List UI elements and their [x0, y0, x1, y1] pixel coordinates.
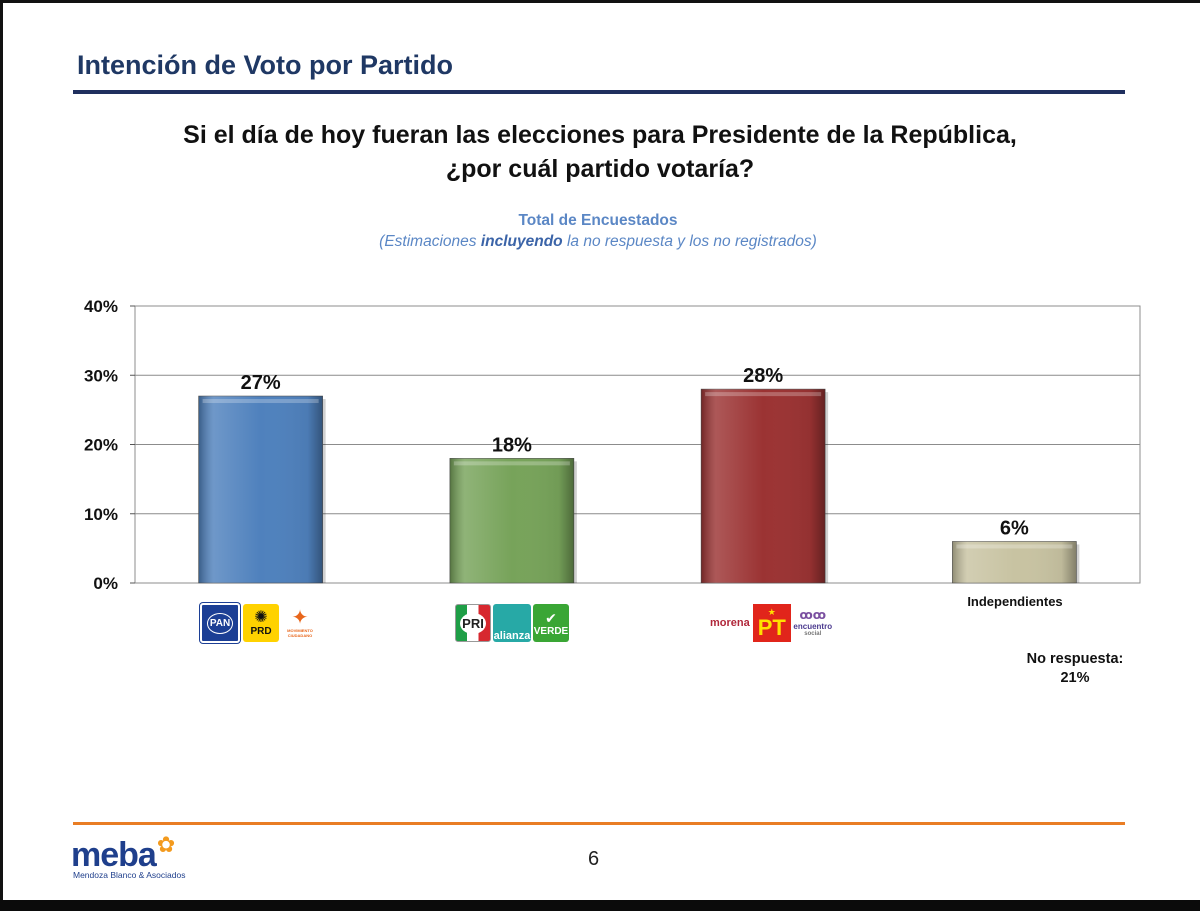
encuentro-logo-text: encuentro [793, 622, 833, 631]
y-tick-label: 0% [93, 574, 118, 593]
bar-top-highlight [202, 399, 319, 404]
note-suffix: la no respuesta y los no registrados) [562, 233, 817, 250]
y-tick-label: 30% [84, 366, 118, 385]
title-rule [73, 90, 1125, 94]
frame-bottom-border [0, 900, 1200, 911]
bar-bevel [952, 541, 1077, 583]
data-label: 27% [241, 372, 281, 394]
bar-bevel [701, 389, 826, 583]
morena-logo-text: morena [710, 617, 750, 629]
encuentro-social-icon: ꝏꝏ [799, 608, 827, 622]
pvem-logo: ✔ VERDE [533, 604, 569, 642]
frame-top-border [0, 0, 1200, 3]
question-line-2: ¿por cuál partido votaría? [445, 155, 755, 183]
footer-rule [73, 822, 1125, 825]
morena-logo: morena [710, 604, 752, 642]
question-line-1: Si el día de hoy fueran las elecciones p… [183, 121, 1017, 149]
bar-chart: 0% 10% 20% 30% 40% 27% 18% 28% 6% [84, 297, 1141, 593]
note-bold: incluyendo [480, 233, 563, 250]
meba-subtitle: Mendoza Blanco & Asociados [73, 870, 186, 880]
star-icon: ★ [767, 606, 776, 617]
chart-subtitle: Total de Encuestados [518, 212, 678, 229]
bar-bevel [449, 458, 574, 583]
y-tick-label: 10% [84, 505, 118, 524]
no-response-label: No respuesta: [1026, 651, 1124, 667]
social-logo-text: social [804, 631, 822, 637]
toucan-icon: ✔ [545, 609, 557, 626]
data-label: 18% [492, 434, 532, 456]
encuentro-social-logo: ꝏꝏ encuentro social [793, 604, 833, 642]
y-tick-label: 20% [84, 436, 118, 455]
nueva-alianza-logo: alianza [493, 604, 531, 642]
coalition-1-logos: PAN ✺ PRD ✦ MOVIMIENTO CIUDADANO [200, 603, 318, 643]
mc-logo: ✦ MOVIMIENTO CIUDADANO [282, 605, 318, 641]
nueva-alianza-logo-text: alianza [493, 630, 531, 642]
prd-logo-text: PRD [250, 625, 272, 637]
note-prefix: (Estimaciones [379, 233, 481, 250]
no-response-value: 21% [1060, 670, 1090, 686]
page-number: 6 [588, 848, 600, 870]
data-label: 6% [1000, 517, 1029, 539]
coalition-2-logos: PRI alianza ✔ VERDE [455, 604, 569, 642]
meba-logo-text: meba [71, 836, 157, 874]
pt-logo: ★ PT [752, 604, 791, 642]
survey-question: Si el día de hoy fueran las elecciones p… [100, 118, 1100, 186]
prd-logo: ✺ PRD [243, 604, 279, 642]
mc-logo-text: MOVIMIENTO CIUDADANO [287, 628, 313, 638]
independientes-label: Independientes [967, 594, 1063, 609]
bar-top-highlight [453, 461, 570, 466]
eagle-icon: ✦ [291, 607, 309, 629]
pvem-logo-text: VERDE [533, 625, 569, 637]
bar-top-highlight [956, 544, 1073, 549]
bar-bevel [198, 396, 323, 583]
slide-title: Intención de Voto por Partido [77, 50, 453, 80]
pri-logo-text: PRI [460, 612, 486, 634]
no-response-note: No respuesta: 21% [1000, 650, 1150, 688]
y-tick-label: 40% [84, 297, 118, 316]
pan-logo-text: PAN [206, 612, 234, 634]
data-label: 28% [743, 365, 783, 387]
meba-logo: meba✿ [71, 832, 175, 875]
pt-logo-text: PT [757, 614, 786, 640]
chart-note: (Estimaciones incluyendo la no respuesta… [300, 233, 896, 251]
sun-icon: ✺ [254, 608, 268, 626]
pan-logo: PAN [200, 603, 240, 643]
meba-flower-icon: ✿ [156, 832, 175, 857]
frame-left-border [0, 0, 3, 911]
bar-top-highlight [705, 392, 822, 397]
coalition-3-logos: morena ★ PT ꝏꝏ encuentro social [710, 604, 833, 642]
pri-logo: PRI [455, 604, 491, 642]
